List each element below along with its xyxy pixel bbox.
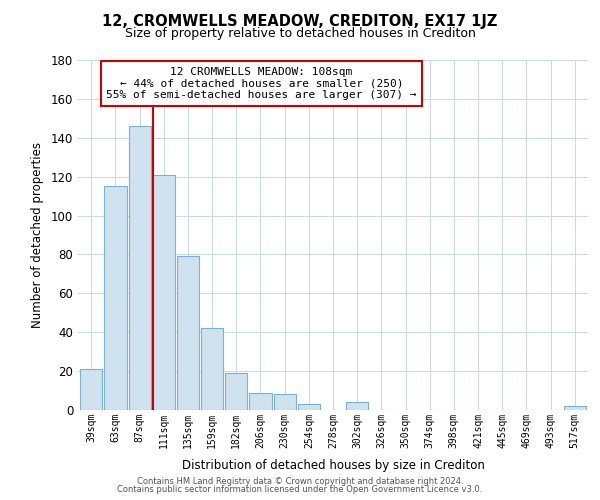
Text: 12, CROMWELLS MEADOW, CREDITON, EX17 1JZ: 12, CROMWELLS MEADOW, CREDITON, EX17 1JZ <box>103 14 497 29</box>
Bar <box>346 402 368 410</box>
Text: Contains public sector information licensed under the Open Government Licence v3: Contains public sector information licen… <box>118 485 482 494</box>
Text: Size of property relative to detached houses in Crediton: Size of property relative to detached ho… <box>125 28 475 40</box>
Bar <box>80 369 103 410</box>
Bar <box>563 406 586 410</box>
Bar <box>177 256 199 410</box>
Bar <box>152 174 175 410</box>
X-axis label: Distribution of detached houses by size in Crediton: Distribution of detached houses by size … <box>182 459 484 472</box>
Text: 12 CROMWELLS MEADOW: 108sqm
← 44% of detached houses are smaller (250)
55% of se: 12 CROMWELLS MEADOW: 108sqm ← 44% of det… <box>106 67 417 100</box>
Bar <box>298 404 320 410</box>
Bar <box>128 126 151 410</box>
Y-axis label: Number of detached properties: Number of detached properties <box>31 142 44 328</box>
Bar <box>225 373 247 410</box>
Bar <box>274 394 296 410</box>
Bar <box>250 392 272 410</box>
Bar <box>104 186 127 410</box>
Bar <box>201 328 223 410</box>
Text: Contains HM Land Registry data © Crown copyright and database right 2024.: Contains HM Land Registry data © Crown c… <box>137 477 463 486</box>
